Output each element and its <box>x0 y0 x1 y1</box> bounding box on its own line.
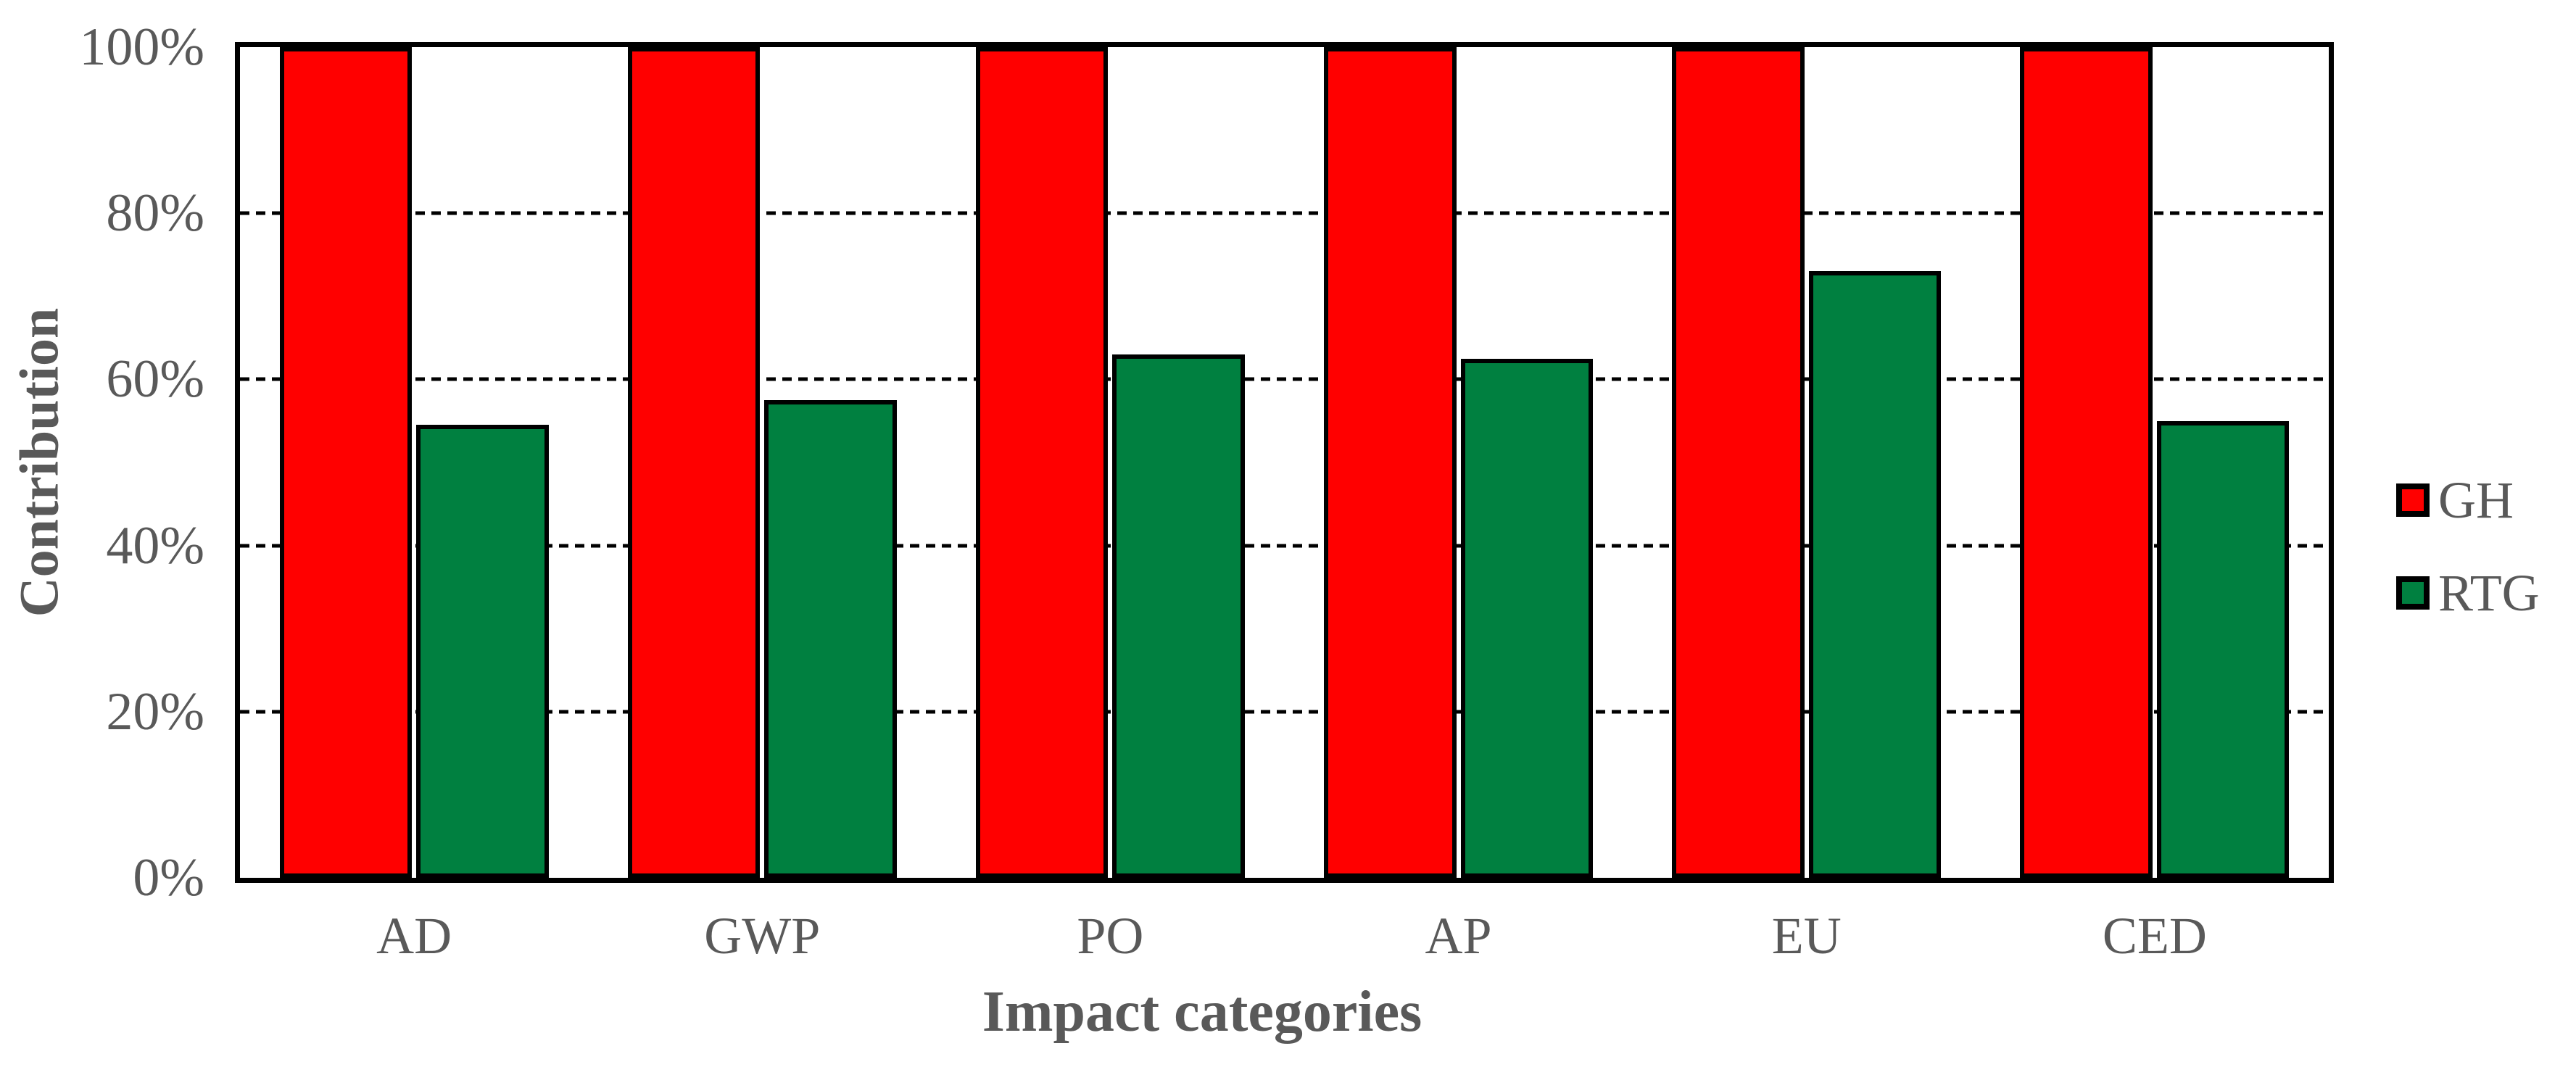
bar-RTG-AD <box>416 425 549 878</box>
y-tick-label-60%: 60% <box>106 349 204 410</box>
y-tick-label-0%: 0% <box>133 848 204 908</box>
plot-area <box>235 42 2334 883</box>
bar-GH-AP <box>1324 47 1457 878</box>
x-axis-title: Impact categories <box>982 980 1422 1044</box>
gridline-40% <box>240 544 2329 548</box>
bar-RTG-GWP <box>764 400 897 878</box>
x-tick-label-GWP: GWP <box>704 907 821 965</box>
y-tick-label-20%: 20% <box>106 681 204 742</box>
gridline-20% <box>240 710 2329 714</box>
legend-label-GH: GH <box>2438 471 2514 529</box>
gridline-60% <box>240 377 2329 381</box>
gridline-80% <box>240 211 2329 215</box>
bar-GH-AD <box>279 47 413 878</box>
bar-group-GWP <box>588 47 936 878</box>
bar-RTG-EU <box>1808 271 1942 878</box>
bar-GH-EU <box>1672 47 1805 878</box>
bar-group-EU <box>1633 47 1981 878</box>
legend-label-RTG: RTG <box>2438 564 2540 622</box>
x-tick-label-EU: EU <box>1771 907 1842 965</box>
bar-RTG-AP <box>1460 358 1594 878</box>
legend: GH RTG <box>2396 468 2540 626</box>
legend-item-GH: GH <box>2396 468 2540 533</box>
legend-swatch-RTG <box>2396 576 2430 610</box>
bar-group-AP <box>1285 47 1633 878</box>
bar-group-AD <box>240 47 588 878</box>
x-axis-category-labels: AD GWP PO AP EU CED <box>240 901 2329 971</box>
bar-group-PO <box>936 47 1284 878</box>
x-tick-label-CED: CED <box>2102 907 2207 965</box>
x-tick-label-AP: AP <box>1425 907 1492 965</box>
bar-group-CED <box>1981 47 2329 878</box>
x-tick-label-AD: AD <box>376 907 452 965</box>
bar-RTG-PO <box>1112 354 1245 878</box>
bar-GH-CED <box>2020 47 2153 878</box>
y-tick-label-100%: 100% <box>79 17 204 77</box>
bar-GH-GWP <box>627 47 761 878</box>
y-tick-label-80%: 80% <box>106 183 204 244</box>
x-tick-label-PO: PO <box>1077 907 1144 965</box>
legend-item-RTG: RTG <box>2396 560 2540 626</box>
legend-swatch-GH <box>2396 483 2430 517</box>
bar-RTG-CED <box>2156 420 2290 878</box>
bar-GH-PO <box>975 47 1109 878</box>
y-tick-label-40%: 40% <box>106 515 204 576</box>
y-axis-tick-labels: 0% 20% 40% 60% 80% 100% <box>0 17 204 908</box>
